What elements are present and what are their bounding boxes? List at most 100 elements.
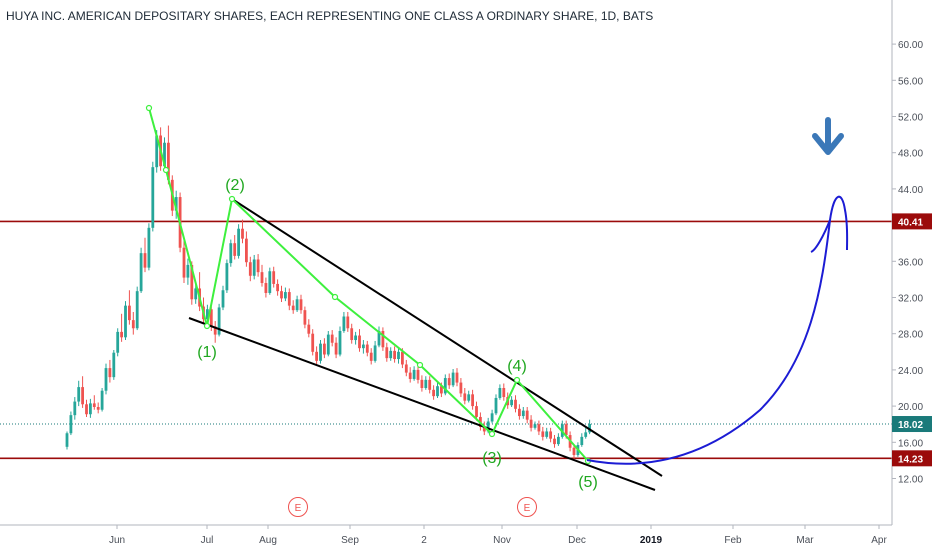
candle-body bbox=[518, 408, 521, 417]
candle-body bbox=[537, 424, 541, 432]
candle-body bbox=[131, 320, 135, 329]
x-tick-label: 2019 bbox=[640, 535, 663, 546]
earnings-marker bbox=[288, 497, 308, 517]
candle-body bbox=[303, 310, 307, 325]
x-tick-label: Aug bbox=[259, 535, 277, 546]
candle-body bbox=[393, 350, 396, 360]
wave-label: (3) bbox=[482, 450, 502, 467]
elliott-wave-path bbox=[148, 107, 589, 462]
candle-body bbox=[276, 283, 279, 292]
candle-body bbox=[280, 291, 283, 299]
candle-body bbox=[358, 335, 361, 349]
candle-body bbox=[186, 264, 190, 278]
candle-body bbox=[541, 431, 545, 437]
candle-body bbox=[467, 394, 471, 401]
candle-body bbox=[428, 379, 432, 390]
candle-body bbox=[486, 421, 490, 432]
candle-body bbox=[455, 372, 459, 383]
candle-body bbox=[268, 271, 272, 293]
candle-body bbox=[494, 397, 498, 414]
candle-body bbox=[108, 368, 112, 378]
wave-label: (4) bbox=[507, 358, 527, 375]
x-tick-label: Feb bbox=[724, 535, 742, 546]
candle-body bbox=[510, 399, 513, 406]
candle-body bbox=[128, 305, 131, 321]
wave-label: (1) bbox=[197, 344, 217, 361]
x-tick-label: Mar bbox=[796, 535, 814, 546]
y-tick-label: 36.00 bbox=[898, 257, 923, 268]
candle-body bbox=[124, 305, 127, 338]
candle-body bbox=[206, 309, 209, 320]
candle-body bbox=[443, 378, 447, 394]
candle-body bbox=[440, 386, 443, 394]
wave-pivot bbox=[513, 376, 521, 384]
candle-body bbox=[194, 288, 198, 300]
candle-body bbox=[143, 253, 147, 268]
candle-body bbox=[174, 197, 178, 211]
candle-body bbox=[225, 263, 229, 291]
candle-body bbox=[182, 247, 186, 278]
candle-body bbox=[498, 388, 502, 398]
candle-body bbox=[549, 431, 552, 439]
candle-body bbox=[432, 389, 435, 397]
candle-body bbox=[190, 264, 194, 300]
candle-body bbox=[447, 378, 451, 386]
y-tick-label: 20.00 bbox=[898, 402, 923, 413]
candle-body bbox=[369, 352, 373, 361]
down-arrow-icon-head bbox=[812, 133, 844, 155]
candle-body bbox=[147, 227, 151, 268]
earnings-marker-label: E bbox=[524, 503, 531, 514]
x-tick-label: Apr bbox=[871, 535, 887, 546]
candle-body bbox=[260, 272, 264, 284]
candle-body bbox=[502, 388, 506, 398]
candle-body bbox=[209, 309, 213, 327]
candle-body bbox=[389, 350, 393, 359]
candle-body bbox=[163, 142, 166, 167]
candle-body bbox=[326, 334, 330, 355]
wave-label: (5) bbox=[578, 474, 598, 491]
y-tick-label: 44.00 bbox=[898, 185, 923, 196]
candle-body bbox=[155, 135, 159, 168]
last-price-badge bbox=[892, 416, 932, 433]
candle-body bbox=[256, 259, 260, 273]
candle-body bbox=[334, 342, 338, 355]
wave-pivot bbox=[416, 361, 424, 369]
wave-pivot bbox=[331, 293, 339, 301]
candle-body bbox=[525, 410, 529, 420]
candle-body bbox=[217, 307, 221, 335]
candle-body bbox=[264, 283, 268, 293]
candle-body bbox=[92, 403, 96, 408]
candle-body bbox=[557, 436, 560, 445]
last-price-label: 18.02 bbox=[898, 420, 923, 431]
y-tick-label: 56.00 bbox=[898, 76, 923, 87]
candle-body bbox=[272, 271, 276, 284]
earnings-marker bbox=[517, 497, 537, 517]
candle-body bbox=[451, 372, 455, 386]
x-tick-label: Jun bbox=[109, 535, 125, 546]
candle-body bbox=[482, 426, 486, 432]
candle-body bbox=[354, 335, 357, 341]
candle-body bbox=[291, 305, 295, 311]
wave-pivot bbox=[228, 195, 236, 203]
candle-body bbox=[229, 243, 233, 264]
candle-body bbox=[404, 364, 408, 373]
x-tick-label: 2 bbox=[421, 535, 427, 546]
wave-pivot bbox=[203, 322, 211, 330]
candle-body bbox=[323, 343, 326, 355]
candle-body bbox=[424, 379, 428, 388]
candle-body bbox=[233, 243, 237, 256]
candle-body bbox=[85, 404, 88, 415]
candle-body bbox=[77, 387, 81, 402]
level-label: 40.41 bbox=[898, 217, 923, 228]
lower-trendline bbox=[188, 317, 656, 491]
candle-body bbox=[471, 394, 474, 407]
candle-body bbox=[100, 390, 104, 410]
projection-curve bbox=[586, 195, 849, 465]
candle-body bbox=[553, 438, 556, 445]
projection-curve-tail bbox=[810, 219, 831, 253]
candle-body bbox=[81, 387, 84, 405]
x-tick-label: Sep bbox=[341, 535, 359, 546]
candle-body bbox=[350, 328, 354, 341]
